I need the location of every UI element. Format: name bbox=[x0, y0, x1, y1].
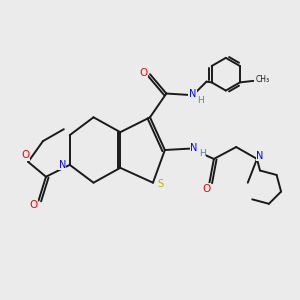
Text: O: O bbox=[202, 184, 211, 194]
Text: N: N bbox=[58, 160, 66, 170]
Text: N: N bbox=[256, 151, 264, 161]
Text: H: H bbox=[199, 149, 206, 158]
Text: O: O bbox=[21, 150, 29, 161]
Text: O: O bbox=[29, 200, 37, 210]
Text: CH₃: CH₃ bbox=[255, 75, 269, 84]
Text: N: N bbox=[189, 89, 196, 99]
Text: H: H bbox=[197, 97, 204, 106]
Text: N: N bbox=[190, 143, 198, 153]
Text: O: O bbox=[139, 68, 148, 78]
Text: S: S bbox=[157, 179, 164, 189]
